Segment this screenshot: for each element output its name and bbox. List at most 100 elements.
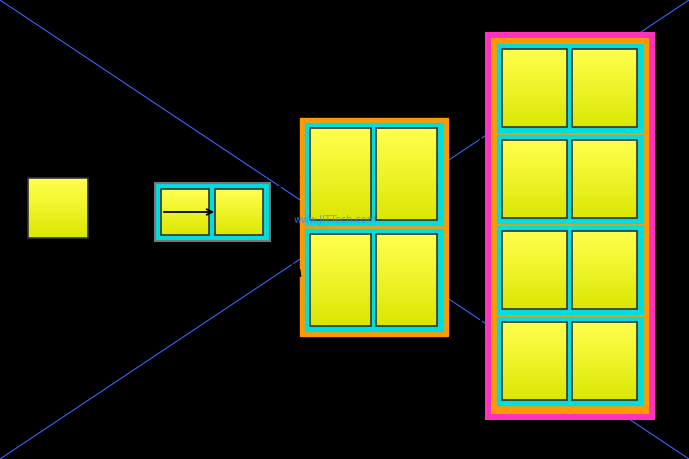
Bar [502, 274, 567, 278]
Bar [155, 183, 270, 241]
Bar [502, 202, 567, 206]
Bar [572, 180, 637, 184]
Bar [215, 226, 263, 228]
Bar [502, 162, 567, 165]
Bar [497, 44, 643, 132]
Bar [572, 49, 637, 127]
Bar [572, 112, 637, 114]
Bar [572, 55, 637, 58]
Bar [502, 387, 567, 391]
Bar [572, 366, 637, 369]
Bar [376, 245, 437, 249]
Bar [572, 215, 637, 218]
Bar [376, 139, 437, 143]
Bar [28, 183, 88, 185]
Bar [310, 319, 371, 322]
Bar [572, 256, 637, 259]
Bar [161, 193, 209, 195]
Bar [310, 202, 371, 205]
Bar [572, 328, 637, 331]
Bar [28, 229, 88, 231]
Bar [572, 102, 637, 105]
Bar [572, 281, 637, 284]
Bar [215, 218, 263, 220]
Bar [572, 297, 637, 300]
Bar [572, 86, 637, 90]
Bar [215, 202, 263, 204]
Bar [215, 196, 263, 198]
Bar [497, 317, 643, 405]
Bar [502, 184, 567, 187]
Bar [502, 86, 567, 90]
Bar [310, 209, 371, 213]
Bar [28, 195, 88, 197]
Bar [161, 217, 209, 218]
Bar [502, 303, 567, 306]
Bar [572, 105, 637, 108]
Bar [572, 71, 637, 74]
Bar [572, 99, 637, 102]
Bar [572, 272, 637, 274]
Bar [376, 249, 437, 252]
Bar [572, 372, 637, 375]
Bar [502, 356, 567, 359]
Bar [572, 114, 637, 118]
Bar [161, 228, 209, 230]
Bar [28, 178, 88, 238]
Bar [161, 231, 209, 233]
Bar [502, 165, 567, 168]
Bar [502, 372, 567, 375]
Bar [161, 215, 209, 217]
Bar [376, 161, 437, 165]
Bar [376, 241, 437, 245]
Bar [310, 300, 371, 304]
Bar [572, 394, 637, 397]
Bar [572, 231, 637, 309]
Bar [161, 206, 209, 207]
Bar [161, 202, 209, 204]
Bar [502, 121, 567, 124]
Bar [305, 229, 443, 331]
Bar [572, 274, 637, 278]
Bar [215, 200, 263, 202]
Bar [572, 140, 637, 218]
Bar [497, 44, 643, 132]
Bar [502, 231, 567, 309]
Bar [572, 391, 637, 394]
Bar [376, 322, 437, 326]
Bar [572, 234, 637, 237]
Bar [502, 71, 567, 74]
Bar [572, 193, 637, 196]
Bar [572, 322, 637, 325]
Bar [572, 93, 637, 96]
Bar [572, 356, 637, 359]
Bar [502, 290, 567, 293]
Bar [376, 198, 437, 202]
Bar [502, 49, 567, 52]
Bar [215, 230, 263, 231]
Bar [376, 315, 437, 319]
Bar [310, 289, 371, 293]
Bar [502, 384, 567, 387]
Bar [572, 96, 637, 99]
Bar [572, 303, 637, 306]
Bar [497, 317, 643, 405]
Bar [502, 300, 567, 303]
Bar [28, 200, 88, 202]
Bar [572, 287, 637, 290]
Bar [502, 366, 567, 369]
Bar [161, 204, 209, 206]
Bar [572, 156, 637, 159]
Bar [502, 262, 567, 265]
Bar [572, 74, 637, 77]
Bar [376, 285, 437, 289]
Bar [502, 331, 567, 335]
Bar [310, 252, 371, 256]
Bar [376, 179, 437, 183]
Bar [572, 359, 637, 363]
Bar [502, 118, 567, 121]
Bar [376, 216, 437, 220]
Bar [502, 90, 567, 93]
Bar [572, 202, 637, 206]
Bar [502, 341, 567, 344]
